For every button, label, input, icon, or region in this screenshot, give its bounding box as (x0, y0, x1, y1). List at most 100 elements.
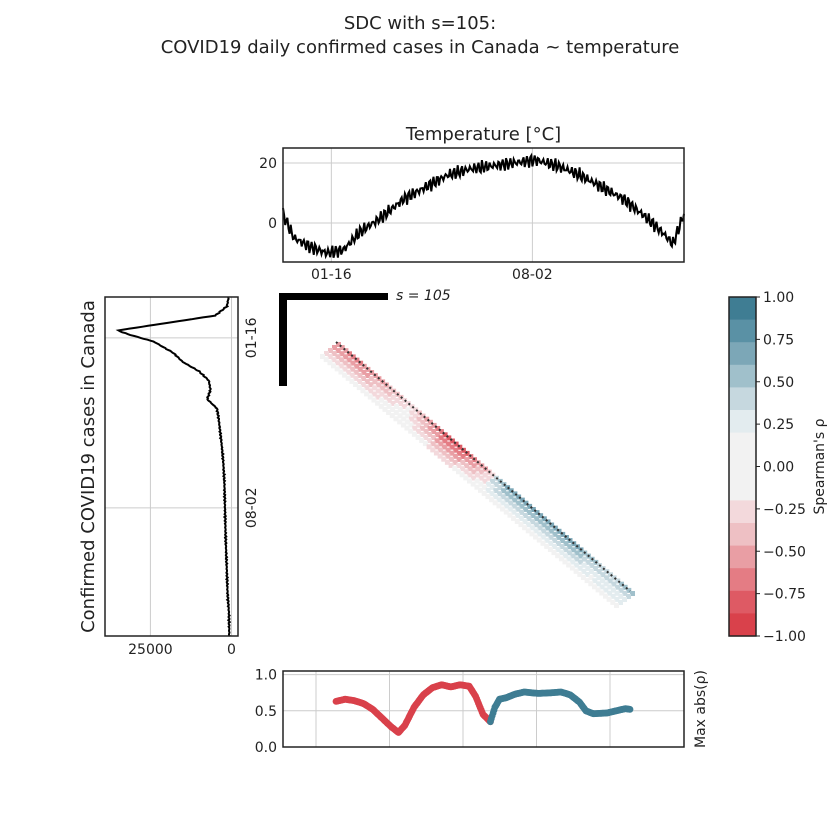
sdc-cell (339, 351, 345, 357)
sdc-cell (518, 522, 524, 528)
sdc-cell (386, 403, 392, 409)
sdc-cell (500, 506, 506, 512)
sdc-cell (426, 438, 432, 444)
sdc-cell (504, 497, 510, 503)
maxrho-ytick-label: 0.5 (255, 704, 277, 720)
sdc-cell (558, 556, 564, 562)
sdc-cell (324, 351, 329, 356)
sdc-cell (615, 584, 620, 590)
cases-value-tick-label: 0 (227, 642, 236, 658)
sdc-cell (592, 578, 598, 584)
colorbar-level (729, 500, 756, 524)
colorbar-level (729, 523, 756, 547)
sdc-cell (486, 481, 491, 487)
sdc-cell (365, 373, 371, 378)
sdc-cell (523, 506, 529, 512)
sdc-cell (516, 494, 522, 500)
sdc-cell (497, 491, 503, 497)
sdc-cell (596, 581, 601, 587)
sdc-cell (523, 500, 529, 506)
sdc-cell (496, 503, 502, 509)
colorbar-tick-label: −0.25 (763, 502, 806, 518)
sdc-cell (452, 459, 458, 465)
sdc-cell (449, 444, 455, 450)
sdc-cell (446, 435, 452, 441)
sdc-cell (393, 416, 399, 422)
colorbar-level (729, 545, 756, 569)
cases-time-tick-label: 08-02 (244, 487, 260, 528)
sdc-cell (441, 450, 447, 456)
sdc-cell (606, 596, 612, 602)
sdc-cell (511, 515, 517, 521)
sdc-cell (497, 485, 503, 491)
sdc-cell (375, 388, 381, 394)
sdc-cell (416, 410, 422, 416)
sdc-cell (474, 478, 480, 484)
sdc-cell (530, 507, 536, 512)
sdc-cell (345, 375, 351, 381)
sdc-cell (493, 488, 499, 494)
colorbar-level (729, 342, 756, 366)
sdc-cell (614, 603, 619, 608)
temp-xtick-label: 01-16 (311, 267, 352, 283)
sdc-cell (358, 360, 364, 366)
sdc-cell (519, 509, 525, 515)
sdc-cell (412, 413, 418, 419)
sdc-cell (419, 425, 425, 431)
colorbar-tick-label: 1.00 (763, 290, 794, 306)
sdc-cell (404, 425, 410, 431)
sdc-cell (496, 497, 502, 503)
sdc-cell (538, 513, 544, 519)
sdc-cell (474, 484, 480, 490)
sdc-cell (420, 413, 426, 419)
sdc-cell (533, 528, 539, 534)
sdc-cell (471, 463, 477, 469)
sdc-cell (405, 401, 411, 407)
sdc-cell (548, 534, 554, 540)
sdc-cell (368, 376, 374, 382)
sdc-cell (394, 397, 400, 403)
sdc-cell (530, 513, 536, 519)
sdc-cell (511, 509, 517, 515)
sdc-cell (574, 556, 580, 562)
sdc-cell (522, 519, 528, 525)
colorbar-tick-label: −1.00 (763, 629, 806, 645)
sdc-cell (471, 469, 477, 475)
sdc-cell (556, 528, 562, 534)
sdc-cell (541, 522, 547, 528)
sdc-cell (320, 354, 325, 359)
sdc-cell (390, 400, 396, 406)
sdc-cell (514, 519, 520, 524)
sdc-cell (427, 432, 433, 437)
sdc-cell (537, 531, 543, 537)
sdc-cell (334, 366, 340, 372)
sdc-cell (489, 484, 495, 490)
sdc-cell (573, 568, 579, 574)
colorbar-level (729, 477, 756, 501)
sdc-cell (544, 537, 550, 543)
sdc-cell (375, 400, 381, 406)
sdc-cell (507, 512, 513, 518)
sdc-cell (456, 450, 462, 456)
sdc-cell (622, 584, 628, 590)
sdc-cell (526, 510, 532, 515)
sdc-cell (600, 572, 606, 578)
sdc-cell (611, 587, 616, 593)
sdc-cell (507, 506, 513, 512)
sdc-cell (386, 410, 392, 415)
sdc-cell (463, 475, 469, 481)
cases-series-line (115, 296, 232, 637)
maxrho-frame (282, 670, 685, 748)
sdc-cell (512, 491, 518, 497)
sdc-cell (445, 441, 451, 447)
sdc-cell (544, 543, 550, 549)
sdc-cell (548, 528, 554, 534)
sdc-cell (526, 522, 532, 528)
sdc-cell (419, 438, 425, 443)
sdc-cell (405, 407, 411, 413)
sdc-cell (588, 569, 594, 574)
sdc-cell (584, 572, 590, 577)
sdc-cell (479, 469, 484, 475)
sdc-cell (435, 426, 441, 431)
sdc-cell (331, 357, 337, 363)
